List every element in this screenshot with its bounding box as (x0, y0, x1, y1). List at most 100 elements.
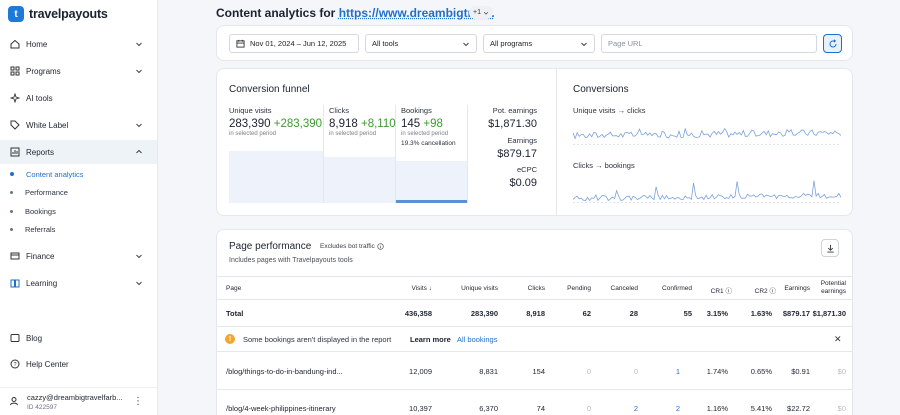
sidebar-item-learning[interactable]: Learning (0, 271, 157, 295)
date-range-picker[interactable]: Nov 01, 2024 – Jun 12, 2025 (229, 34, 359, 53)
logo[interactable]: t travelpayouts (8, 6, 108, 22)
visits-to-clicks-sparkline (573, 119, 841, 145)
more-sites-count: +1 (473, 9, 481, 16)
chevron-down-icon (135, 121, 143, 129)
sidebar-item-finance[interactable]: Finance (0, 244, 157, 268)
chevron-down-icon (135, 252, 143, 260)
metric-label: Earnings (497, 136, 537, 145)
sidebar-item-home[interactable]: Home (0, 32, 157, 56)
cell-canceled: 0 (634, 367, 638, 376)
clicks-to-bookings-label: Clicks → bookings (573, 161, 635, 170)
bullet-icon (10, 172, 14, 176)
cell-unique: 283,390 (471, 309, 498, 318)
cell-canceled[interactable]: 2 (634, 404, 638, 413)
chevron-down-icon (580, 40, 588, 48)
sidebar-item-label: Finance (26, 252, 54, 261)
info-icon: ⓘ (726, 288, 733, 295)
reset-filters-button[interactable] (823, 34, 842, 53)
visits-to-clicks-label: Unique visits → clicks (573, 106, 646, 115)
col-clicks[interactable]: Clicks (528, 285, 545, 292)
table-row[interactable]: /blog/4-week-philippines-itinerary 10,39… (217, 390, 852, 415)
sidebar-subitem-bookings[interactable]: Bookings (0, 202, 157, 220)
col-canceled[interactable]: Canceled (611, 285, 638, 292)
sparkline-path (573, 181, 841, 201)
sidebar-subitem-performance[interactable]: Performance (0, 183, 157, 201)
cell-confirmed[interactable]: 2 (676, 404, 680, 413)
sidebar-item-reports[interactable]: Reports (0, 140, 157, 164)
book-icon (10, 278, 20, 288)
tools-select-value: All tools (372, 39, 398, 48)
col-potential-earnings[interactable]: Potential earnings (814, 280, 846, 296)
sort-desc-icon: ↓ (429, 285, 432, 292)
chevron-down-icon (135, 67, 143, 75)
grid-icon (10, 66, 20, 76)
reports-icon (10, 147, 20, 157)
cell-page[interactable]: /blog/4-week-philippines-itinerary (226, 404, 336, 413)
chevron-down-icon (135, 40, 143, 48)
user-email: cazzy@dreambigtravelfarb... (27, 393, 129, 402)
table-row[interactable]: /blog/things-to-do-in-bandung-ind... 12,… (217, 353, 852, 390)
cell-cr1: 3.15% (707, 309, 728, 318)
cell-confirmed[interactable]: 1 (676, 367, 680, 376)
page-title-prefix: Content analytics for (216, 6, 335, 20)
col-visits[interactable]: Visits ↓ (412, 285, 432, 292)
cell-cr2: 0.65% (751, 367, 772, 376)
sidebar-item-white-label[interactable]: White Label (0, 113, 157, 137)
sidebar-item-blog[interactable]: Blog (0, 326, 157, 350)
metric-number: $879.17 (497, 148, 537, 160)
col-pending[interactable]: Pending (567, 285, 591, 292)
svg-text:?: ? (13, 362, 16, 368)
download-button[interactable] (821, 239, 839, 257)
bullet-icon (10, 228, 13, 231)
sidebar-item-help-center[interactable]: ? Help Center (0, 352, 157, 376)
col-visits-label: Visits (412, 285, 427, 292)
sidebar-item-label: Home (26, 40, 47, 49)
sidebar-subitem-label: Content analytics (26, 170, 84, 179)
sidebar-item-ai-tools[interactable]: AI tools (0, 86, 157, 110)
cell-visits: 436,358 (405, 309, 432, 318)
user-profile[interactable]: cazzy@dreambigtravelfarb... ID 422597 ⋮ (0, 387, 157, 415)
sidebar-item-label: White Label (26, 121, 68, 130)
col-cr1[interactable]: CR1 ⓘ (711, 285, 732, 295)
funnel-divider (467, 105, 468, 203)
cell-cr1: 1.16% (707, 404, 728, 413)
more-sites-badge[interactable]: +1 (469, 6, 493, 19)
close-icon[interactable]: ✕ (834, 334, 842, 345)
cell-pending: 0 (587, 404, 591, 413)
metric-label: eCPC (509, 165, 537, 174)
col-cr2[interactable]: CR2 ⓘ (755, 285, 776, 295)
funnel-bar-clicks (323, 157, 395, 203)
metric-number: 145 (401, 118, 420, 130)
funnel-divider (323, 105, 324, 203)
all-bookings-link[interactable]: All bookings (457, 335, 497, 344)
sidebar-subitem-content-analytics[interactable]: Content analytics (0, 165, 157, 183)
col-unique-visits[interactable]: Unique visits (461, 285, 498, 292)
col-confirmed[interactable]: Confirmed (662, 285, 692, 292)
more-options-icon[interactable]: ⋮ (133, 396, 143, 407)
sidebar: t travelpayouts Home Programs AI tools W… (0, 0, 158, 415)
learn-more-link[interactable]: Learn more (410, 335, 451, 344)
metric-number: 283,390 (229, 118, 271, 130)
metric-sub: in selected period (401, 131, 456, 137)
col-earnings[interactable]: Earnings (784, 285, 810, 292)
sidebar-subitem-referrals[interactable]: Referrals (0, 220, 157, 238)
cell-page[interactable]: /blog/things-to-do-in-bandung-ind... (226, 367, 343, 376)
cell-cr2: 5.41% (751, 404, 772, 413)
page-performance-subtitle: Includes pages with Travelpayouts tools (229, 257, 353, 264)
col-page[interactable]: Page (226, 285, 241, 292)
info-icon[interactable] (377, 243, 384, 250)
cell-canceled: 28 (630, 309, 638, 318)
sidebar-item-label: Help Center (26, 360, 69, 369)
tools-select[interactable]: All tools (365, 34, 477, 53)
page-url-placeholder: Page URL (608, 39, 643, 48)
cancellation-rate: 19.3% cancellation (401, 140, 456, 147)
cell-cr2: 1.63% (751, 309, 772, 318)
page-url-input[interactable]: Page URL (601, 34, 817, 53)
metric-label: Clicks (329, 106, 396, 115)
programs-select[interactable]: All programs (483, 34, 595, 53)
cell-confirmed: 55 (684, 309, 692, 318)
sidebar-item-programs[interactable]: Programs (0, 59, 157, 83)
programs-select-value: All programs (490, 39, 532, 48)
cell-clicks: 74 (537, 404, 545, 413)
cell-cr1: 1.74% (707, 367, 728, 376)
